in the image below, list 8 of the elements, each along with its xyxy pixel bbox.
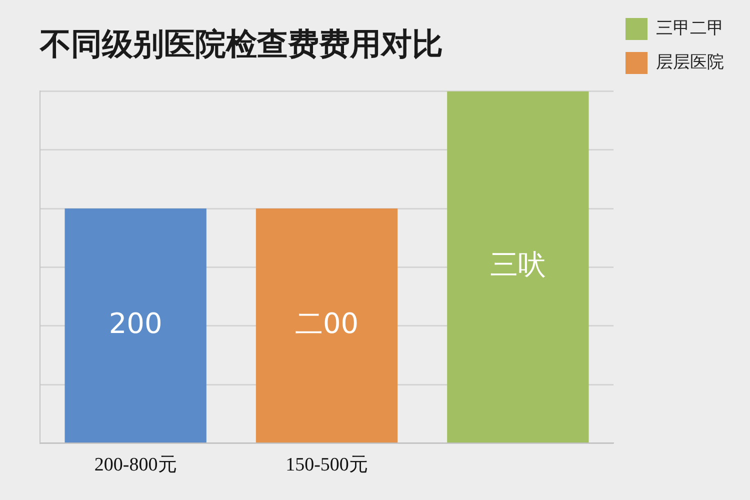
x-tick-label: 150-500元 — [286, 454, 368, 476]
data-label: 三吠 — [490, 248, 546, 282]
legend-label: 层层医院 — [656, 52, 724, 72]
legend-label: 三甲二甲 — [656, 18, 724, 38]
data-label: 200 — [108, 306, 162, 340]
data-label: 二00 — [294, 306, 359, 340]
chart-title: 不同级别医院检查费费用对比 — [39, 26, 443, 63]
x-tick-label: 200-800元 — [94, 454, 177, 476]
